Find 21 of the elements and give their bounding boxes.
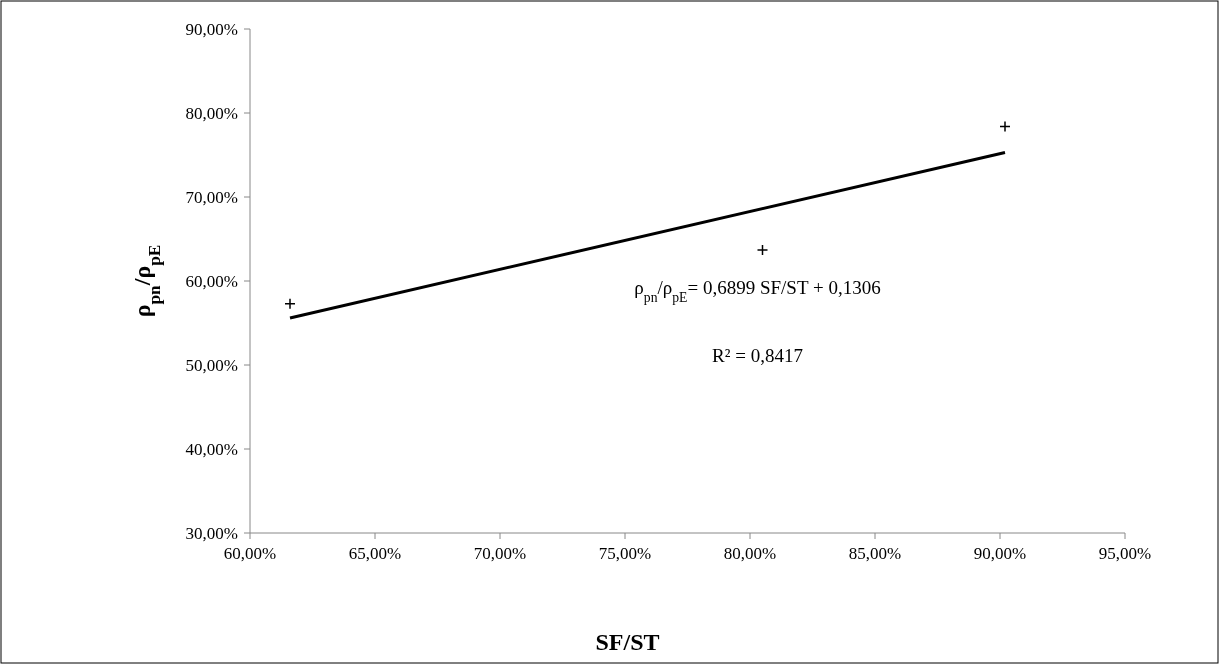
x-tick-label: 75,00%: [598, 544, 652, 563]
y-tick-label: 30,00%: [185, 524, 238, 543]
annotation: R² = 0,8417: [712, 345, 803, 366]
y-tick-label: 80,00%: [185, 104, 238, 123]
x-tick-label: 80,00%: [723, 544, 777, 563]
y-tick-label: 60,00%: [185, 272, 238, 291]
x-tick-label: 90,00%: [973, 544, 1027, 563]
y-tick-label: 90,00%: [185, 20, 238, 39]
x-tick-label: 65,00%: [348, 544, 402, 563]
point: [756, 244, 769, 256]
y-tick-label: 70,00%: [185, 188, 238, 207]
x-tick-label: 85,00%: [848, 544, 902, 563]
x-axis-title: SF/ST: [595, 629, 660, 655]
y-tick-label: 40,00%: [185, 440, 238, 459]
x-tick-label: 70,00%: [473, 544, 527, 563]
x-tick-label: 60,00%: [223, 544, 277, 563]
point: [284, 297, 296, 310]
y-tick-label: 50,00%: [185, 356, 238, 375]
point: [999, 120, 1011, 133]
x-tick-label: 95,00%: [1098, 544, 1152, 563]
annotation: ρ$_{pn}$/ρ$_{pE}$= 0,6899 SF/ST + 0,1306: [634, 277, 881, 305]
